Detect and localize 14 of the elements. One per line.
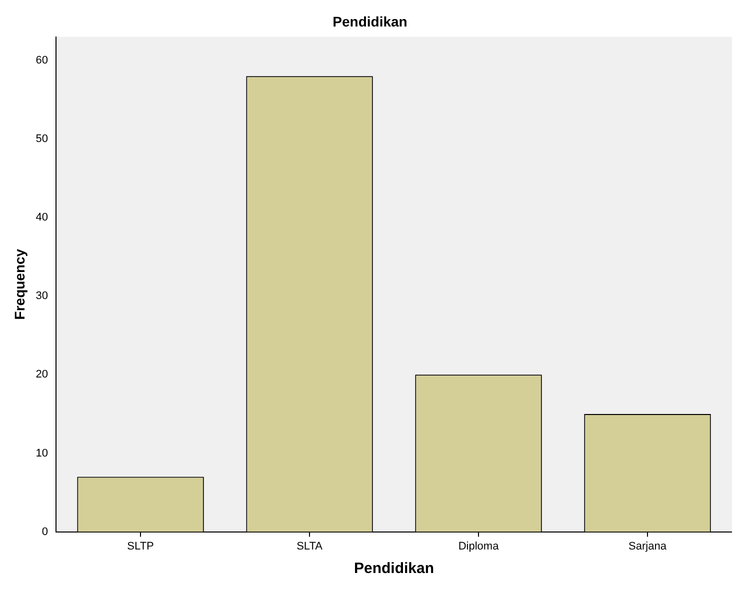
chart-title: Pendidikan	[332, 13, 408, 30]
y-tick-label: 50	[36, 132, 48, 145]
y-axis-title: Frequency	[11, 248, 28, 320]
y-tick-label: 60	[36, 54, 48, 66]
y-tick-label: 10	[36, 447, 48, 460]
y-tick-label: 30	[36, 290, 48, 302]
x-tick-label: Sarjana	[628, 540, 668, 552]
x-axis-title: Pendidikan	[354, 560, 434, 578]
y-tick-label: 20	[36, 368, 48, 381]
y-tick-label: 0	[42, 526, 48, 538]
x-tick-label: SLTP	[127, 540, 154, 552]
y-tick-label: 40	[36, 212, 48, 224]
x-tick-label: SLTA	[296, 540, 324, 552]
x-tick-label: Diploma	[458, 540, 500, 552]
